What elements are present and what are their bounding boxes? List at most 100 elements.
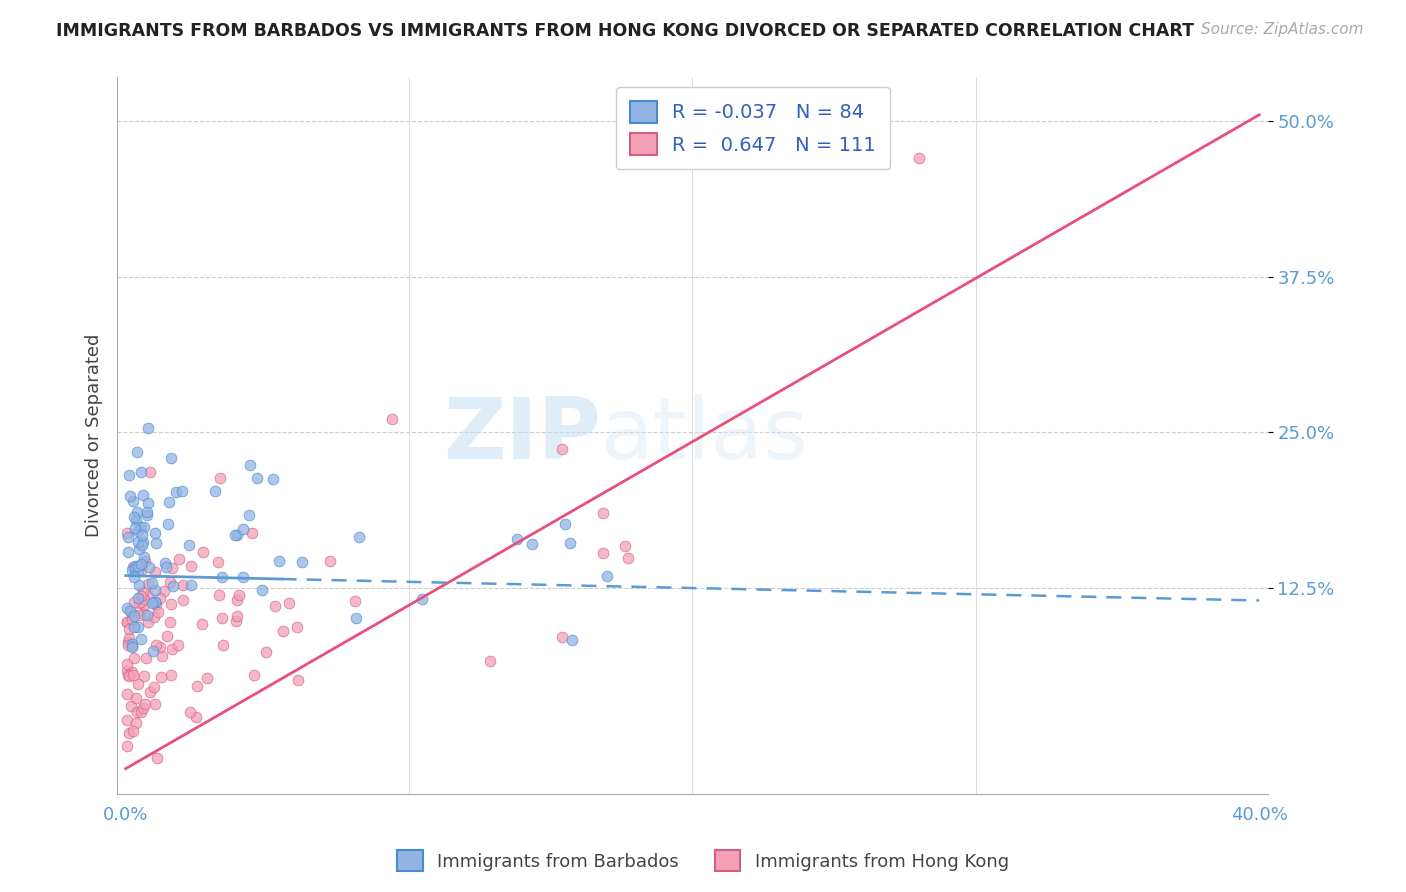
Point <box>125 715 148 730</box>
Point <box>505 532 527 546</box>
Point <box>115 601 138 615</box>
Point <box>145 598 167 612</box>
Point <box>262 472 284 486</box>
Point <box>143 595 166 609</box>
Point <box>132 598 155 612</box>
Point <box>129 563 152 577</box>
Point <box>117 622 139 636</box>
Point <box>124 558 146 573</box>
Point <box>155 557 177 571</box>
Point <box>146 605 169 619</box>
Point <box>135 505 157 519</box>
Point <box>120 489 142 503</box>
Point <box>132 701 155 715</box>
Point <box>170 483 193 498</box>
Point <box>121 637 143 651</box>
Point <box>124 561 146 575</box>
Point <box>347 530 370 544</box>
Point <box>208 588 231 602</box>
Point <box>129 557 152 571</box>
Point <box>160 450 183 465</box>
Point <box>125 691 148 706</box>
Point <box>596 569 619 583</box>
Point <box>264 599 287 614</box>
Point <box>150 648 173 663</box>
Point <box>167 638 190 652</box>
Point <box>908 152 931 166</box>
Point <box>117 669 139 683</box>
Point <box>479 654 502 668</box>
Point <box>381 412 404 426</box>
Point <box>204 484 226 499</box>
Point <box>162 642 184 657</box>
Point <box>120 604 142 618</box>
Point <box>131 538 153 552</box>
Point <box>146 751 169 765</box>
Point <box>127 445 149 459</box>
Point <box>177 537 200 551</box>
Point <box>592 546 614 560</box>
Point <box>139 465 162 479</box>
Point <box>115 739 138 753</box>
Point <box>139 685 162 699</box>
Point <box>156 629 179 643</box>
Point <box>134 698 156 712</box>
Point <box>211 610 233 624</box>
Point <box>162 560 184 574</box>
Point <box>186 710 208 724</box>
Point <box>132 535 155 549</box>
Point <box>131 557 153 571</box>
Point <box>117 545 139 559</box>
Point <box>149 591 172 606</box>
Point <box>115 687 138 701</box>
Point <box>232 569 254 583</box>
Point <box>122 510 145 524</box>
Point <box>252 582 274 597</box>
Point <box>179 706 201 720</box>
Point <box>122 650 145 665</box>
Point <box>225 614 247 628</box>
Point <box>143 610 166 624</box>
Point <box>180 578 202 592</box>
Point <box>157 495 180 509</box>
Point <box>121 665 143 679</box>
Point <box>155 560 177 574</box>
Point <box>551 630 574 644</box>
Point <box>115 657 138 671</box>
Legend: Immigrants from Barbados, Immigrants from Hong Kong: Immigrants from Barbados, Immigrants fro… <box>389 843 1017 879</box>
Point <box>142 644 165 658</box>
Point <box>115 664 138 678</box>
Point <box>141 576 163 591</box>
Point <box>254 645 277 659</box>
Point <box>121 640 143 654</box>
Point <box>129 705 152 719</box>
Point <box>617 550 640 565</box>
Point <box>167 552 190 566</box>
Point <box>117 467 139 482</box>
Point <box>145 536 167 550</box>
Text: 0.0%: 0.0% <box>103 806 149 824</box>
Point <box>191 616 214 631</box>
Point <box>346 610 368 624</box>
Point <box>172 578 194 592</box>
Point <box>125 705 148 719</box>
Point <box>159 615 181 629</box>
Point <box>207 555 229 569</box>
Point <box>121 563 143 577</box>
Point <box>156 517 179 532</box>
Point <box>238 508 260 522</box>
Point <box>240 525 263 540</box>
Point <box>121 607 143 621</box>
Point <box>143 525 166 540</box>
Point <box>143 583 166 598</box>
Point <box>291 555 314 569</box>
Point <box>242 668 264 682</box>
Point <box>245 470 267 484</box>
Point <box>211 638 233 652</box>
Point <box>136 608 159 623</box>
Point <box>150 670 173 684</box>
Point <box>520 537 543 551</box>
Point <box>132 520 155 534</box>
Point <box>136 421 159 435</box>
Point <box>226 593 249 607</box>
